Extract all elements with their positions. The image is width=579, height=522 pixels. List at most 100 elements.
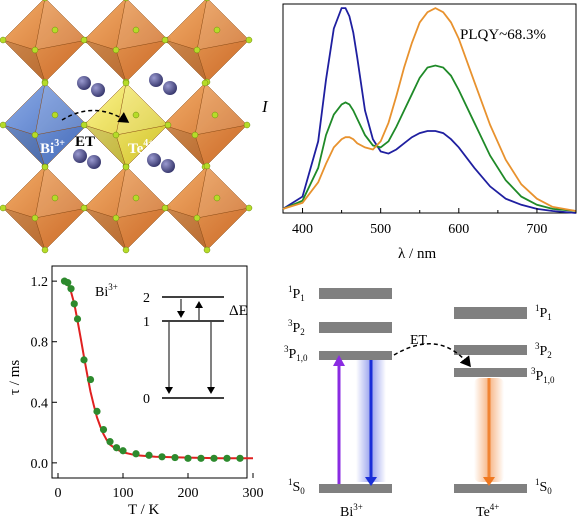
x-tick-label: 500 <box>370 222 391 237</box>
x-tick-label: 300 <box>243 486 264 501</box>
vertex-atom <box>31 214 39 222</box>
te-ion-label: Te4+ <box>476 502 499 520</box>
lifetime-data-points <box>60 277 244 462</box>
bi-label: Bi3+ <box>40 138 65 157</box>
y-tick-label: 0.0 <box>31 457 49 472</box>
lifetime-point <box>197 454 205 462</box>
lifetime-fit-curve <box>60 278 253 460</box>
vertex-atom <box>132 194 140 202</box>
cation-atom <box>77 76 91 90</box>
lifetime-point <box>64 279 72 287</box>
vertex-atom <box>164 121 172 129</box>
vertex-atom <box>41 79 49 87</box>
cation-atom <box>163 81 177 95</box>
spectra-x-ticks: 400 500 600 700 <box>292 208 577 237</box>
vertex-atom <box>31 46 39 54</box>
cation-atom <box>149 73 163 87</box>
bi-label-3p2: 3P2 <box>288 318 305 337</box>
vertex-atom <box>123 0 129 2</box>
bi-octahedron <box>0 79 91 171</box>
vertex-atom <box>42 0 48 2</box>
te-label-1s0: 1S0 <box>535 477 552 496</box>
lifetime-ticks: 0 100 200 300 0.0 0.4 0.8 1.2 <box>31 275 264 501</box>
te-level-3p2 <box>454 345 527 355</box>
vertex-atom <box>51 194 59 202</box>
vertex-atom <box>51 111 59 119</box>
inset-label-0: 0 <box>143 392 150 407</box>
cation-atom <box>91 83 105 97</box>
lifetime-point <box>70 300 78 308</box>
lifetime-point <box>106 438 114 446</box>
lifetime-point <box>93 407 101 415</box>
vertex-atom <box>203 162 211 170</box>
x-tick-label: 400 <box>292 222 313 237</box>
y-tick-label: 0.8 <box>31 336 49 351</box>
vertex-atom <box>80 204 88 212</box>
octahedron <box>80 162 172 254</box>
spectra-plot-frame <box>282 3 577 214</box>
bi-label-1s0: 1S0 <box>288 477 305 496</box>
bi-level-1p1 <box>319 288 392 299</box>
vertex-atom <box>245 204 253 212</box>
y-tick-label: 0.4 <box>31 396 49 411</box>
vertex-atom <box>80 121 88 129</box>
vertex-atom <box>132 26 140 34</box>
x-tick-label: 0 <box>55 486 62 501</box>
inset-delta-e: ΔE <box>229 303 248 319</box>
lifetime-annotation: Bi3+ <box>95 282 118 300</box>
lifetime-point <box>184 454 192 462</box>
bi-label-1p1: 1P1 <box>288 284 305 303</box>
spectrum-series-2 <box>282 7 577 212</box>
bi-level-3p10 <box>319 351 392 360</box>
inset-label-1: 1 <box>143 315 150 330</box>
vertex-atom <box>193 214 201 222</box>
bi-ion-label: Bi3+ <box>340 502 363 520</box>
lifetime-point <box>236 454 244 462</box>
vertex-atom <box>161 204 169 212</box>
spectra-curves <box>282 7 577 214</box>
octahedron <box>0 0 91 86</box>
vertex-atom <box>245 36 253 44</box>
te-label-1p1: 1P1 <box>535 303 552 322</box>
spectra-x-axis-label: λ / nm <box>398 246 436 262</box>
vertex-atom <box>122 246 130 254</box>
lifetime-point <box>86 375 95 384</box>
lifetime-point <box>99 425 108 434</box>
lifetime-point <box>112 444 121 452</box>
spectrum-series-0 <box>282 7 577 214</box>
bi-absorption-arrowhead <box>333 355 345 366</box>
vertex-atom <box>41 163 49 171</box>
energy-level-diagram: ET 1P1 3P2 3P1,0 1S0 1P1 3P2 3P1,0 1S0 B… <box>284 284 555 520</box>
octahedron <box>161 0 253 86</box>
te-level-3p10 <box>454 368 527 377</box>
bi-level-1s0 <box>319 484 392 493</box>
vertex-atom <box>193 46 201 54</box>
lifetime-point <box>80 356 88 364</box>
lifetime-y-axis-label: τ / ms <box>7 360 23 395</box>
x-tick-label: 100 <box>113 486 134 501</box>
spectra-y-axis-label: I <box>261 97 269 116</box>
vertex-atom <box>191 131 199 139</box>
lifetime-plot-frame <box>51 265 248 479</box>
vertex-atom <box>203 246 211 254</box>
cation-atom <box>73 149 87 163</box>
octahedron <box>161 162 253 254</box>
cation-atom <box>87 155 101 169</box>
x-tick-label: 700 <box>526 222 547 237</box>
cation-atom <box>147 153 161 167</box>
vertex-atom <box>51 26 59 34</box>
crystal-labels: Bi3+ ET Te4+ <box>40 109 154 157</box>
vertex-atom <box>112 46 120 54</box>
et-transfer-arrow <box>61 109 130 123</box>
lifetime-point <box>158 453 166 461</box>
lifetime-inset-levels: 2 1 0 ΔE <box>143 291 248 407</box>
lifetime-chart: 0 100 200 300 0.0 0.4 0.8 1.2 Bi3+ τ / ms T / K… <box>7 265 264 518</box>
vertex-atom <box>31 131 39 139</box>
te-label-3p10: 3P1,0 <box>531 366 555 385</box>
crystal-structure-panel <box>0 0 253 254</box>
vertex-atom <box>243 121 251 129</box>
lifetime-point <box>223 454 231 462</box>
spectrum-series-1 <box>282 64 577 212</box>
lifetime-point <box>119 447 127 455</box>
te-level-1s0 <box>454 484 527 493</box>
